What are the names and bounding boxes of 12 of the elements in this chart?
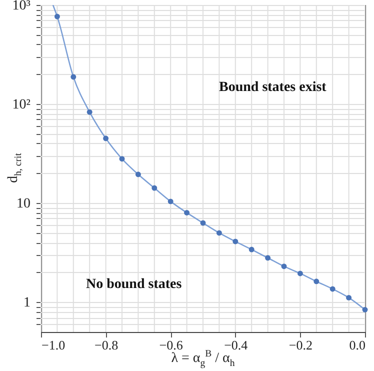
x-tick-label: −0.6 [159, 338, 184, 352]
x-tick-label: −0.8 [94, 338, 118, 352]
y-tick-label: 10 [16, 196, 30, 212]
x-tick-label: −1.0 [42, 338, 66, 352]
y-tick-label: 10³ [12, 0, 30, 14]
x-tick-label: −0.2 [288, 338, 312, 352]
annotation: No bound states [86, 277, 182, 293]
x-tick-label: −0.4 [224, 338, 248, 352]
x-tick-label: 0.0 [349, 338, 366, 352]
y-tick-label: 10² [12, 98, 30, 113]
y-tick-label: 1 [24, 296, 30, 311]
annotation: Bound states exist [219, 80, 326, 96]
